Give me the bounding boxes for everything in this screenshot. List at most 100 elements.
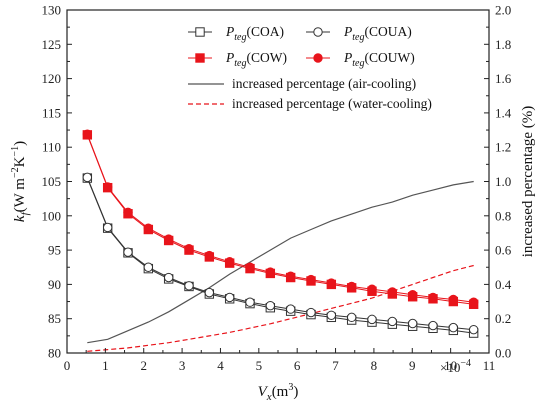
series-3-point <box>326 278 337 288</box>
series-3-point <box>82 129 93 139</box>
y-right-tick-label: 0.2 <box>495 311 511 326</box>
y-right-tick-label: 1.6 <box>495 71 512 86</box>
ticks-layer: 0 1 2 3 4 5 6 7 8 9 10 11 80 85 90 95 100 105 110 115 120 125… <box>42 3 512 374</box>
x-tick-label: 5 <box>256 358 263 373</box>
y-left-title-unit-b: K <box>12 156 28 167</box>
y-left-tick-label: 90 <box>48 277 61 292</box>
series-3-point <box>143 223 154 233</box>
x-axis-title: Vx(m3) <box>258 382 299 403</box>
y-left-title-sub: f <box>19 210 31 215</box>
series-line-3 <box>86 134 474 303</box>
series-line-1 <box>86 177 474 331</box>
x-tick-label: 8 <box>371 358 378 373</box>
series-1-point <box>326 310 337 320</box>
y-left-title-unit-a: (W m <box>12 178 28 213</box>
y-right-tick-label: 1.4 <box>495 105 512 120</box>
series-3-point <box>163 234 174 244</box>
x-tick-label: 7 <box>332 358 339 373</box>
legend-sample-marker-2 <box>195 53 205 63</box>
x-tick-label: 1 <box>102 358 109 373</box>
y-right-tick-label: 0.0 <box>495 346 511 361</box>
series-3-point <box>367 284 377 294</box>
series-1-point <box>82 172 93 183</box>
series-1-point <box>306 307 316 318</box>
series-3-point <box>407 289 418 300</box>
series-1-point <box>407 318 418 329</box>
series-1-point <box>204 287 215 298</box>
series-3-point <box>387 287 398 297</box>
series-line-4 <box>87 180 474 344</box>
series-line-5 <box>87 264 474 352</box>
x-tick-label: 2 <box>140 358 147 373</box>
legend-sample-marker-0 <box>195 27 205 37</box>
series-3-point <box>204 250 215 261</box>
y-left-tick-label: 115 <box>42 105 61 120</box>
x-tick-label: 6 <box>294 358 301 373</box>
series-3-point <box>285 271 296 281</box>
series-3-point <box>245 262 255 272</box>
x-tick-label: 10 <box>444 358 457 373</box>
y-left-tick-label: 100 <box>42 208 62 223</box>
y-right-tick-label: 0.8 <box>495 208 511 223</box>
legend-sample-marker-3 <box>313 53 323 63</box>
series-1-point <box>184 281 194 291</box>
legend-label-coua: Pteg(COUA) <box>343 24 412 43</box>
series-1-point <box>123 247 133 257</box>
x-tick-label: 3 <box>179 358 186 373</box>
y-left-title-symbol: k <box>12 215 28 222</box>
series-1-point <box>367 314 377 325</box>
series-1-point <box>245 297 255 307</box>
series-1-point <box>428 320 438 331</box>
x-axis-title-sub: x <box>266 391 272 403</box>
series-1-point <box>224 292 235 303</box>
y-left-tick-label: 80 <box>48 346 61 361</box>
legend-samples <box>188 27 330 105</box>
x-axis-title-unit: (m <box>272 384 289 400</box>
series-3-point <box>468 297 479 307</box>
series-3-point <box>265 267 276 277</box>
y-right-tick-label: 2.0 <box>495 3 511 18</box>
legend-label-air-cooling: increased percentage (air-cooling) <box>232 76 416 91</box>
legend-row-1: Pteg(COA) Pteg(COUA) <box>225 24 412 43</box>
x-axis-title-close: ) <box>293 384 298 400</box>
y-right-tick-label: 0.6 <box>495 243 512 258</box>
series-3-point <box>102 182 113 192</box>
series-line-0 <box>86 177 474 334</box>
series-1-point <box>143 262 154 272</box>
y-left-title-sup-a: −2 <box>10 167 21 178</box>
x-axis-multiplier-exp: −4 <box>460 358 471 369</box>
y-left-axis-title: kf(W m−2K−1) <box>10 141 31 222</box>
series-1-point <box>468 324 479 335</box>
y-left-tick-label: 130 <box>42 3 62 18</box>
series-1-point <box>387 316 398 327</box>
series-1-point <box>265 300 276 311</box>
series-line-2 <box>86 134 474 305</box>
series-1-point <box>285 304 296 314</box>
y-right-tick-label: 1.2 <box>495 140 511 155</box>
series-3-point <box>448 294 459 305</box>
x-tick-label: 4 <box>217 358 224 373</box>
legend-label-coa: Pteg(COA) <box>225 24 284 43</box>
x-axis-multiplier: ×10−4 <box>440 358 471 375</box>
y-left-title-close: ) <box>12 141 28 146</box>
series-layer <box>82 129 479 352</box>
series-1-point <box>448 322 459 333</box>
y-right-axis-title: increased percentage (%) <box>520 106 536 258</box>
x-axis-title-symbol: V <box>258 384 269 400</box>
y-left-tick-label: 125 <box>42 37 62 52</box>
series-1-point <box>163 272 174 283</box>
x-axis-title-sup: 3 <box>288 382 293 393</box>
series-3-point <box>428 292 438 303</box>
series-3-point <box>224 257 235 267</box>
y-left-title-sup-b: −1 <box>10 146 21 157</box>
x-tick-label: 0 <box>64 358 71 373</box>
y-left-tick-label: 120 <box>42 71 62 86</box>
y-right-tick-label: 0.4 <box>495 277 512 292</box>
y-left-tick-label: 85 <box>48 311 61 326</box>
y-right-tick-label: 1.0 <box>495 174 511 189</box>
y-left-tick-label: 95 <box>48 243 61 258</box>
legend-row-2: Pteg(COW) Pteg(COUW) <box>225 50 415 69</box>
y-left-tick-label: 105 <box>42 174 62 189</box>
legend-label-couw: Pteg(COUW) <box>343 50 415 69</box>
